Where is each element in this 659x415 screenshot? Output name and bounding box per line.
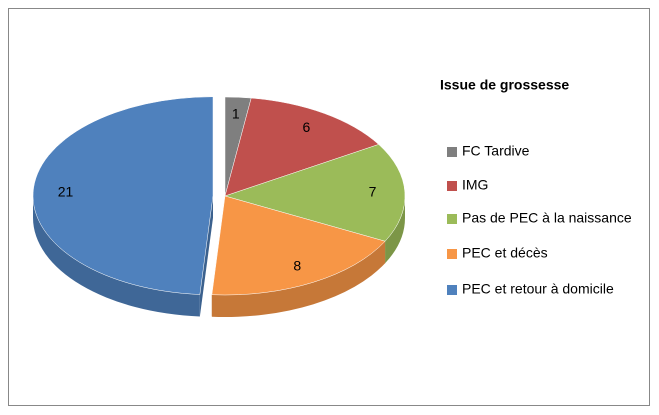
- legend-label: PEC et décès: [462, 245, 548, 261]
- data-label: 8: [293, 257, 301, 273]
- legend-swatch: [447, 285, 457, 295]
- slice-face: [199, 195, 214, 317]
- slice-side: [385, 196, 405, 264]
- pie-slice: [211, 195, 386, 296]
- legend-label: FC Tardive: [462, 143, 530, 159]
- pie-slice: [32, 96, 214, 295]
- legend-swatch: [447, 249, 457, 259]
- slice-side: [33, 195, 200, 317]
- data-label: 1: [232, 106, 240, 122]
- slice-tops: [32, 96, 406, 296]
- legend-swatch: [447, 214, 457, 224]
- legend-label: PEC et retour à domicile: [462, 281, 614, 297]
- pie: 1 6 7 8 21: [32, 96, 406, 317]
- data-label: 6: [303, 119, 311, 135]
- legend-swatch: [447, 147, 457, 157]
- data-label: 7: [369, 184, 377, 200]
- slice-side: [211, 241, 386, 317]
- slice-walls: [33, 195, 405, 317]
- legend-label: IMG: [462, 177, 488, 193]
- slice-labels: 1 6 7 8 21: [58, 106, 377, 274]
- legend-title: Issue de grossesse: [440, 77, 569, 93]
- pie-slice: [224, 144, 406, 242]
- legend-label: Pas de PEC à la naissance: [462, 210, 632, 226]
- legend-swatch: [447, 181, 457, 191]
- data-label: 21: [58, 183, 74, 199]
- pie-slice: [224, 97, 380, 197]
